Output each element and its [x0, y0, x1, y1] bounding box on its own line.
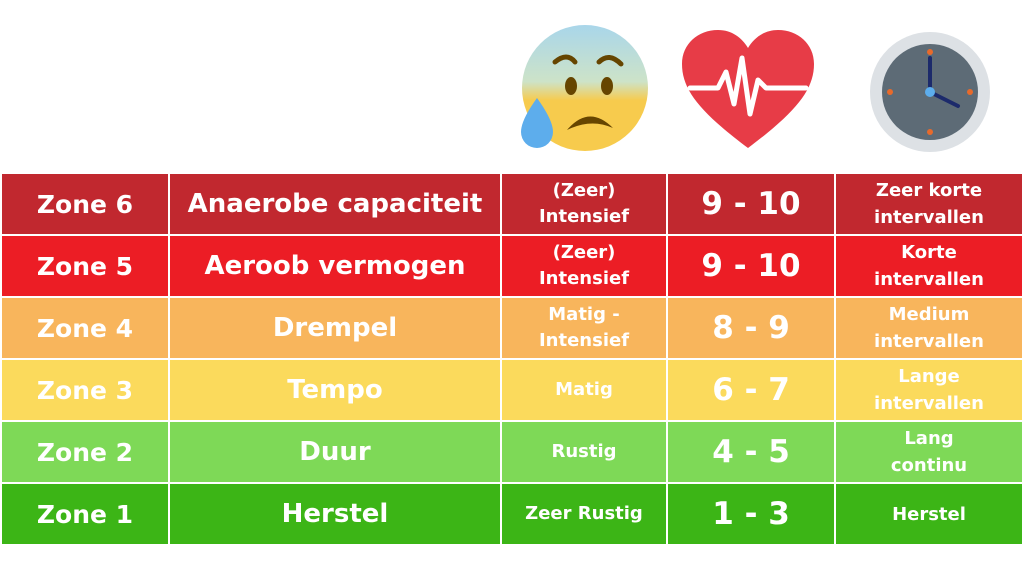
zone-label: Zone 5	[2, 236, 168, 296]
zone-label: Zone 6	[2, 174, 168, 234]
zone-row: Zone 1 Herstel Zeer Rustig 1 - 3 Herstel	[2, 484, 1022, 546]
zone-training: Medium intervallen	[836, 298, 1022, 358]
zone-label: Zone 2	[2, 422, 168, 482]
zone-training: Herstel	[836, 484, 1022, 544]
zone-name: Herstel	[170, 484, 500, 544]
icon-header	[0, 0, 1024, 172]
zone-training: Lang continu	[836, 422, 1022, 482]
zone-rpe: 4 - 5	[668, 422, 834, 482]
zone-name: Aeroob vermogen	[170, 236, 500, 296]
clock-icon	[868, 30, 992, 158]
anxious-sweat-face-icon	[515, 22, 655, 166]
zone-row: Zone 3 Tempo Matig 6 - 7 Lange intervall…	[2, 360, 1022, 422]
zone-row: Zone 6 Anaerobe capaciteit (Zeer) Intens…	[2, 174, 1022, 236]
zone-intensity: Matig	[502, 360, 666, 420]
zone-rpe: 9 - 10	[668, 174, 834, 234]
zone-label: Zone 3	[2, 360, 168, 420]
zone-intensity: Zeer Rustig	[502, 484, 666, 544]
zone-name: Duur	[170, 422, 500, 482]
heartbeat-heart-icon	[680, 28, 816, 156]
zone-intensity: Matig - Intensief	[502, 298, 666, 358]
zone-rpe: 8 - 9	[668, 298, 834, 358]
zone-name: Tempo	[170, 360, 500, 420]
zone-rpe: 1 - 3	[668, 484, 834, 544]
zone-training: Korte intervallen	[836, 236, 1022, 296]
zone-label: Zone 4	[2, 298, 168, 358]
zone-name: Drempel	[170, 298, 500, 358]
zone-rpe: 9 - 10	[668, 236, 834, 296]
zone-rpe: 6 - 7	[668, 360, 834, 420]
zone-intensity: (Zeer) Intensief	[502, 174, 666, 234]
zone-training: Zeer korte intervallen	[836, 174, 1022, 234]
zone-row: Zone 4 Drempel Matig - Intensief 8 - 9 M…	[2, 298, 1022, 360]
zone-row: Zone 5 Aeroob vermogen (Zeer) Intensief …	[2, 236, 1022, 298]
zone-name: Anaerobe capaciteit	[170, 174, 500, 234]
zone-label: Zone 1	[2, 484, 168, 544]
zone-intensity: Rustig	[502, 422, 666, 482]
zone-intensity: (Zeer) Intensief	[502, 236, 666, 296]
zone-training: Lange intervallen	[836, 360, 1022, 420]
zone-row: Zone 2 Duur Rustig 4 - 5 Lang continu	[2, 422, 1022, 484]
